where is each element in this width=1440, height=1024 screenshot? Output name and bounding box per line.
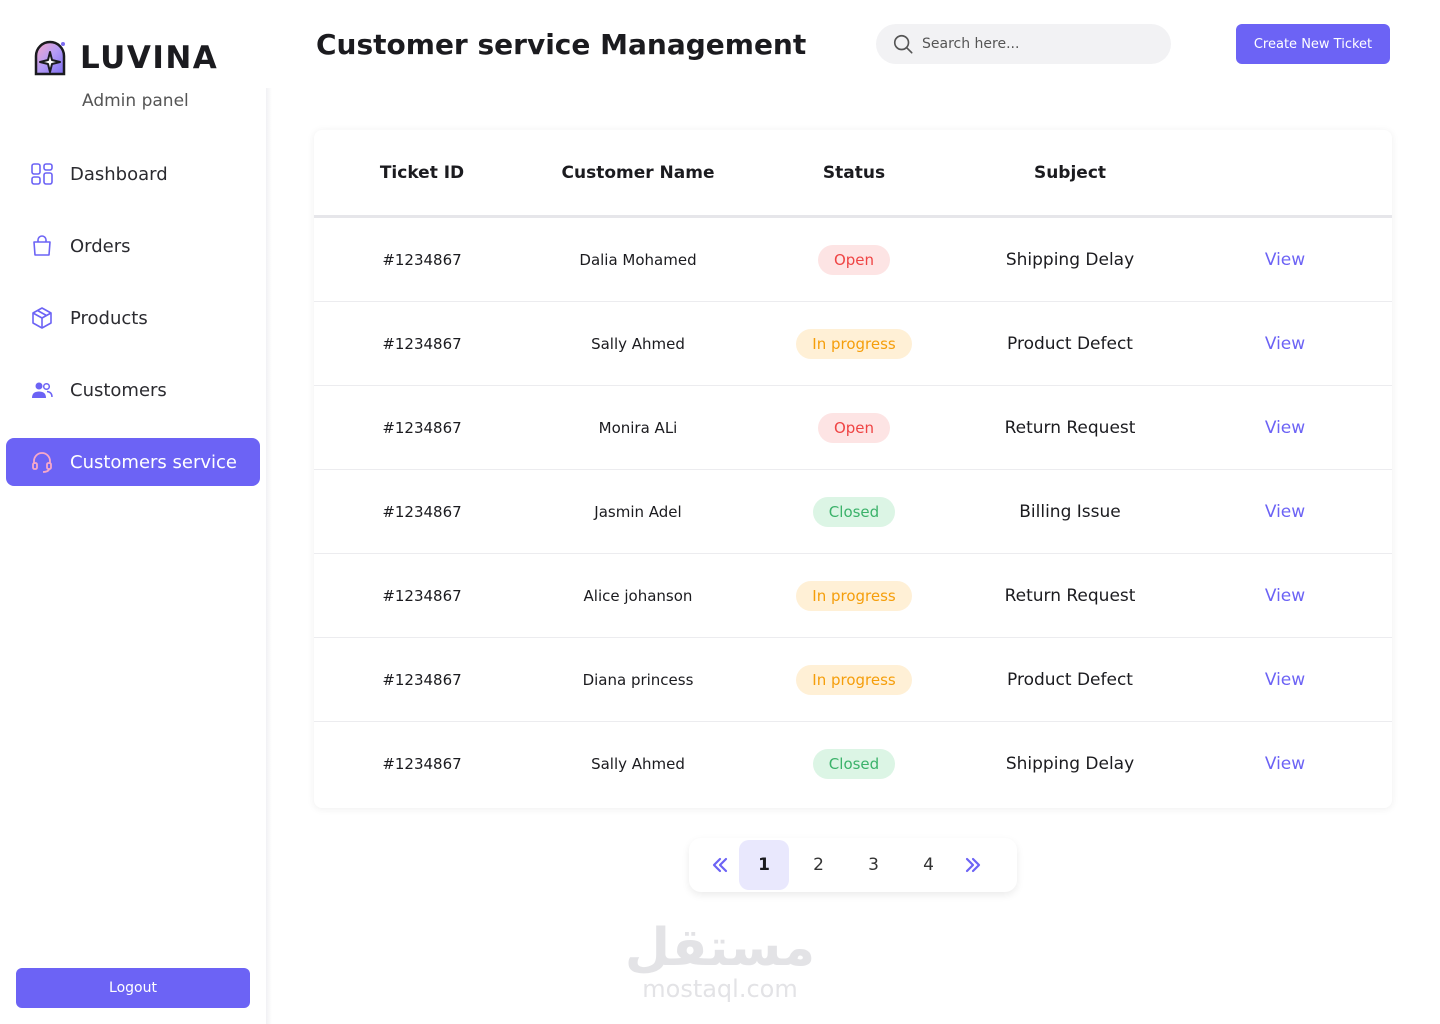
page-2-button[interactable]: 2 — [813, 855, 824, 875]
status-badge: In progress — [796, 580, 912, 611]
tickets-table: Ticket ID Customer Name Status Subject #… — [314, 130, 1392, 808]
ticket-id: #1234867 — [382, 250, 462, 269]
headset-icon — [30, 450, 54, 474]
ticket-subject: Return Request — [1004, 417, 1136, 438]
watermark-arabic: مستقل — [624, 918, 816, 978]
search-input[interactable] — [922, 36, 1152, 52]
shopping-bag-icon — [30, 234, 54, 258]
status-badge: Closed — [812, 496, 896, 527]
sidebar-item-customers-service[interactable]: Customers service — [6, 438, 260, 486]
ticket-subject: Product Defect — [1007, 333, 1133, 354]
sidebar-item-label: Customers service — [70, 451, 238, 473]
table-header: Ticket ID Customer Name Status Subject — [314, 130, 1392, 218]
table-row: #1234867 Monira ALi Open Return Request View — [314, 386, 1392, 470]
sidebar-item-label: Dashboard — [70, 163, 168, 185]
page-title: Customer service Management — [316, 28, 807, 61]
sidebar: LUVINA Admin panel Dashboard Orders — [0, 0, 266, 1024]
ticket-id: #1234867 — [382, 586, 462, 605]
sidebar-divider — [266, 88, 272, 1024]
ticket-subject: Shipping Delay — [1005, 249, 1135, 270]
page-1-button[interactable]: 1 — [739, 840, 789, 890]
ticket-subject: Return Request — [1004, 585, 1136, 606]
table-body: #1234867 Dalia Mohamed Open Shipping Delay V… — [314, 218, 1392, 806]
admin-panel-label: Admin panel — [82, 91, 189, 111]
view-ticket-link[interactable]: View — [1264, 501, 1306, 522]
table-row: #1234867 Diana princess In progress Product… — [314, 638, 1392, 722]
table-row: #1234867 Sally Ahmed In progress Product De… — [314, 302, 1392, 386]
sidebar-nav: Dashboard Orders Products — [6, 150, 260, 510]
sidebar-item-label: Customers — [70, 379, 167, 401]
ticket-id: #1234867 — [382, 418, 462, 437]
sidebar-item-customers[interactable]: Customers — [6, 366, 260, 414]
view-ticket-link[interactable]: View — [1264, 333, 1306, 354]
ticket-id: #1234867 — [382, 334, 462, 353]
create-new-ticket-button[interactable]: Create New Ticket — [1236, 24, 1390, 64]
status-badge: In progress — [796, 664, 912, 695]
view-ticket-link[interactable]: View — [1264, 249, 1306, 270]
page-4-button[interactable]: 4 — [923, 855, 934, 875]
customer-name: Alice johanson — [583, 586, 693, 605]
customer-name: Sally Ahmed — [591, 334, 685, 353]
column-header-subject: Subject — [1033, 162, 1107, 183]
page-3-button[interactable]: 3 — [868, 855, 879, 875]
brand-name: LUVINA — [80, 40, 219, 76]
customer-name: Sally Ahmed — [591, 755, 685, 773]
sidebar-item-products[interactable]: Products — [6, 294, 260, 342]
status-badge: Closed — [812, 749, 896, 779]
pagination: 1 2 3 4 — [689, 838, 1017, 892]
double-chevron-left-icon — [712, 857, 728, 873]
ticket-id: #1234867 — [382, 755, 462, 773]
luvina-logo-icon — [34, 40, 66, 76]
watermark-latin: mostaql.com — [642, 975, 798, 1003]
view-ticket-link[interactable]: View — [1264, 754, 1306, 774]
ticket-subject: Product Defect — [1007, 669, 1133, 690]
sidebar-item-dashboard[interactable]: Dashboard — [6, 150, 260, 198]
table-row: #1234867 Jasmin Adel Closed Billing Issue Vi… — [314, 470, 1392, 554]
sidebar-item-label: Products — [70, 307, 148, 329]
customer-name: Dalia Mohamed — [579, 250, 697, 269]
table-row: #1234867 Dalia Mohamed Open Shipping Delay V… — [314, 218, 1392, 302]
brand: LUVINA — [30, 38, 218, 78]
view-ticket-link[interactable]: View — [1264, 669, 1306, 690]
customer-name: Jasmin Adel — [594, 502, 682, 521]
box-icon — [30, 306, 54, 330]
ticket-subject: Billing Issue — [1019, 501, 1121, 522]
table-row: #1234867 Sally Ahmed Closed Shipping Delay V… — [314, 722, 1392, 806]
customer-name: Diana princess — [582, 670, 694, 689]
status-badge: In progress — [796, 328, 912, 359]
column-header-ticket-id: Ticket ID — [379, 162, 465, 183]
logout-button[interactable]: Logout — [16, 968, 250, 1008]
ticket-id: #1234867 — [382, 502, 462, 521]
dashboard-grid-icon — [30, 162, 54, 186]
ticket-id: #1234867 — [382, 670, 462, 689]
double-chevron-right-icon — [965, 857, 981, 873]
status-badge: Open — [817, 412, 891, 443]
search-bar[interactable] — [876, 24, 1171, 64]
users-icon — [30, 378, 54, 402]
view-ticket-link[interactable]: View — [1264, 417, 1306, 438]
search-icon — [893, 34, 913, 54]
last-page-button[interactable] — [956, 840, 990, 890]
customer-name: Monira ALi — [598, 418, 678, 437]
sidebar-item-orders[interactable]: Orders — [6, 222, 260, 270]
status-badge: Open — [817, 244, 891, 275]
table-row: #1234867 Alice johanson In progress Return … — [314, 554, 1392, 638]
sidebar-item-label: Orders — [70, 235, 131, 257]
watermark: مستقل mostaql.com — [620, 920, 820, 1002]
view-ticket-link[interactable]: View — [1264, 585, 1306, 606]
first-page-button[interactable] — [703, 840, 737, 890]
column-header-status: Status — [822, 162, 886, 183]
column-header-customer-name: Customer Name — [561, 162, 715, 183]
ticket-subject: Shipping Delay — [1005, 754, 1135, 774]
